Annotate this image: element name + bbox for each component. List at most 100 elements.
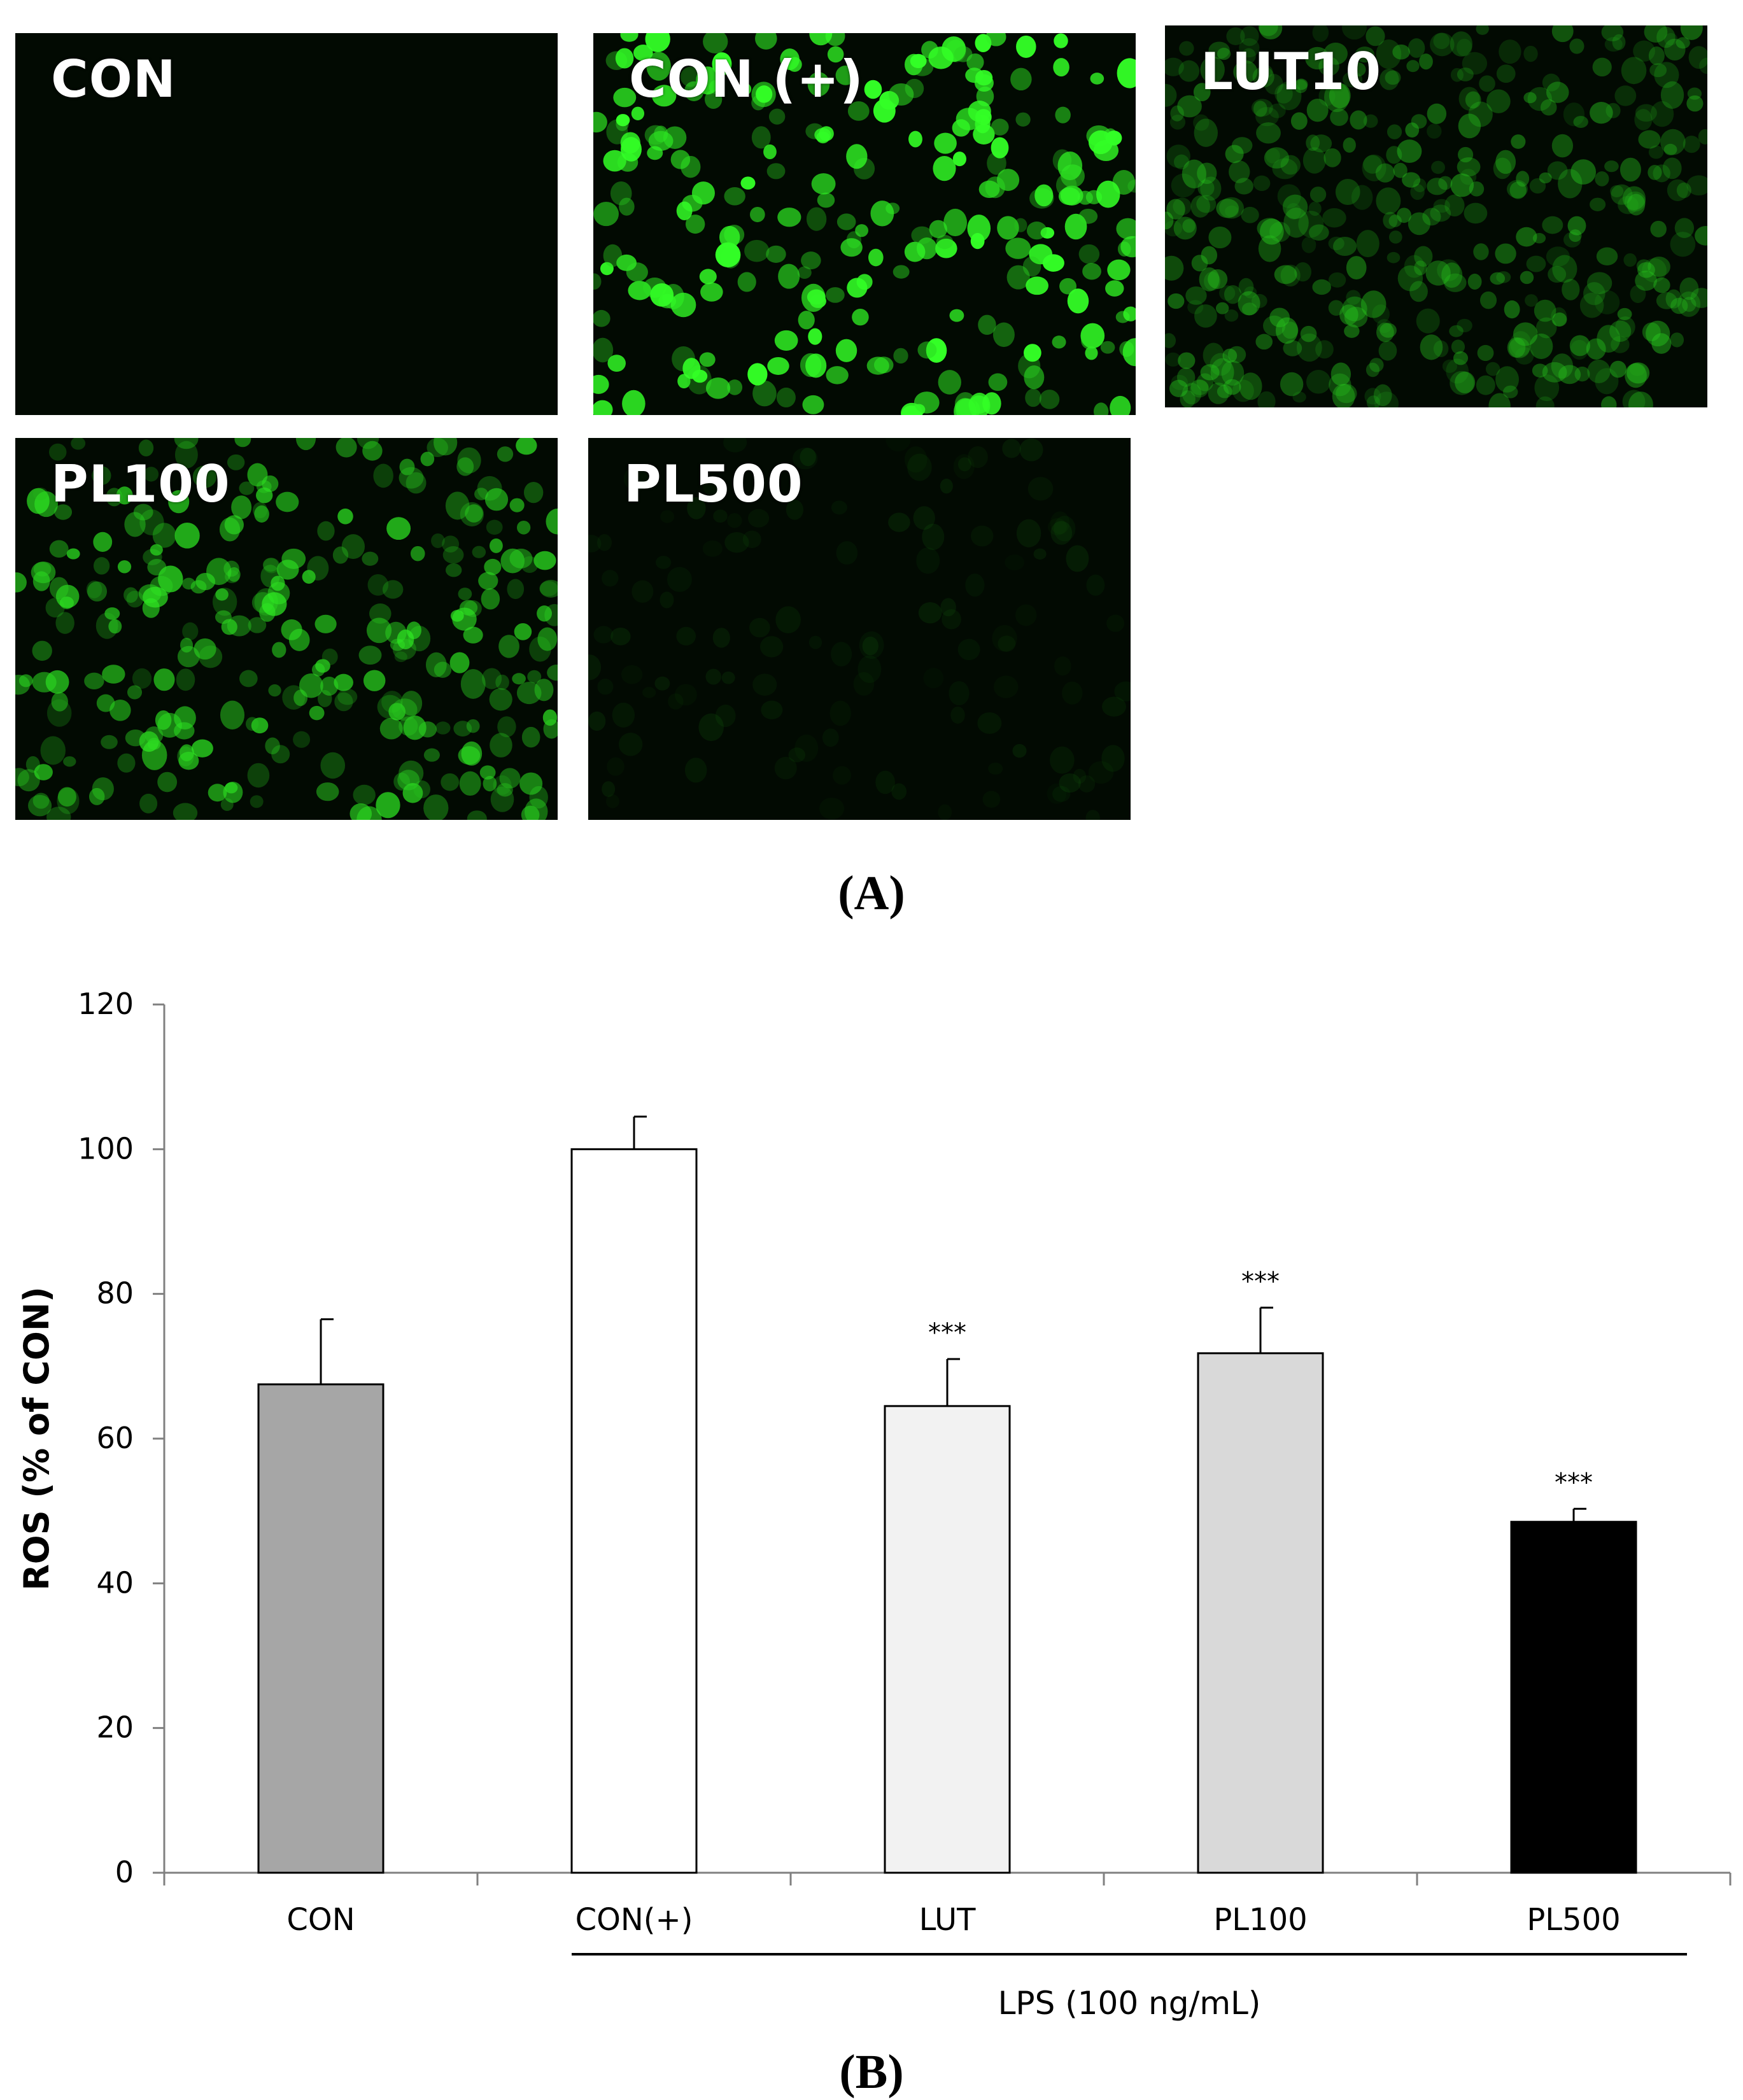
cell-spot (632, 580, 654, 603)
cell-spot (1527, 87, 1553, 111)
bar-pl500 (1510, 1521, 1637, 1874)
cell-spot (1569, 335, 1590, 356)
cell-spot (934, 132, 957, 154)
cell-spot (373, 463, 393, 488)
cell-spot (645, 33, 670, 52)
cell-spot (49, 540, 69, 558)
cell-spot (1057, 152, 1083, 181)
cell-spot (382, 580, 404, 599)
cell-spot (1636, 259, 1651, 273)
cell-spot (615, 48, 634, 69)
cell-spot (1516, 171, 1530, 187)
cell-spot (619, 197, 635, 216)
cell-spot (888, 83, 914, 106)
cell-spot (386, 517, 411, 540)
cell-spot (1223, 379, 1241, 395)
cell-spot (321, 648, 338, 666)
cell-spot (1016, 519, 1041, 547)
cell-spot (394, 651, 407, 663)
bar-lut (884, 1405, 1011, 1874)
cell-spot (938, 804, 952, 820)
cell-spot (1385, 70, 1401, 85)
cell-spot (588, 654, 602, 680)
cell-spot (1376, 187, 1401, 215)
cell-spot (991, 118, 1009, 136)
cell-spot (1059, 278, 1076, 295)
cell-spot (353, 784, 376, 805)
cell-spot (1029, 244, 1053, 265)
cell-spot (1679, 277, 1699, 300)
cell-spot (1241, 206, 1259, 223)
image-panel-pl100: PL100 (15, 438, 558, 820)
cell-spot (1166, 199, 1185, 220)
cell-spot (1238, 291, 1260, 316)
cell-spot (1067, 288, 1089, 314)
cell-spot (1323, 82, 1350, 113)
cell-spot (1258, 64, 1273, 79)
cell-spot (1280, 264, 1301, 287)
cell-spot (1088, 761, 1114, 784)
cell-spot (1493, 157, 1512, 180)
cell-spot (537, 605, 552, 622)
cell-spot (48, 443, 67, 461)
cell-spot (800, 447, 816, 467)
cell-spot (1383, 211, 1398, 229)
cell-spot (1609, 320, 1632, 342)
cell-spot (952, 152, 966, 167)
cell-spot (1648, 257, 1670, 277)
cell-spot (1221, 360, 1245, 386)
cell-spot (1594, 290, 1620, 314)
cell-spot (1059, 773, 1081, 793)
cell-spot (1405, 122, 1420, 138)
cell-spot (519, 772, 543, 795)
cell-spot (1635, 104, 1657, 122)
cell-spot (670, 150, 691, 169)
cell-spot (108, 619, 122, 634)
cell-spot (1355, 46, 1375, 63)
cell-spot (1182, 383, 1202, 405)
cell-spot (32, 672, 57, 693)
cell-spot (542, 709, 558, 726)
cell-spot (1276, 81, 1302, 111)
cell-spot (190, 580, 207, 594)
cell-spot (1002, 439, 1021, 458)
cell-spot (831, 642, 852, 666)
cell-spot (420, 451, 435, 467)
cell-spot (616, 114, 630, 127)
cell-spot (481, 588, 500, 610)
cell-spot (363, 670, 386, 691)
cell-spot (1569, 38, 1584, 54)
cell-spot (727, 379, 743, 395)
cell-spot (674, 684, 697, 706)
cell-spot (1503, 385, 1518, 398)
cell-spot (788, 747, 806, 763)
cell-spot (738, 83, 752, 95)
cell-spot (1592, 57, 1612, 77)
cell-spot (808, 328, 822, 345)
cell-spot (1034, 184, 1054, 207)
cell-spot (1380, 68, 1399, 90)
cell-spot (1416, 308, 1440, 334)
cell-spot (1283, 340, 1302, 356)
cell-spot (507, 579, 525, 600)
cell-spot (1210, 358, 1234, 386)
cell-spot (379, 717, 403, 740)
cell-spot (1433, 340, 1449, 358)
x-tick-label: LUT (919, 1902, 976, 1938)
cell-spot (317, 690, 332, 707)
cell-spot (997, 216, 1019, 240)
cell-spot (271, 575, 285, 591)
cell-spot (272, 642, 286, 658)
cell-spot (1622, 390, 1646, 407)
significance-marker: *** (1555, 1468, 1593, 1497)
cell-spot (1306, 99, 1329, 122)
cell-spot (1378, 341, 1397, 361)
cell-spot (499, 768, 521, 789)
cell-spot (192, 465, 217, 488)
ros-bar-chart: 0 20 40 60 80 100 120 ROS (% of CON) CON CON(+) LU… (17, 987, 1732, 2022)
cell-spot (1173, 216, 1197, 240)
cell-spot (1651, 333, 1672, 354)
cell-spot (1330, 108, 1348, 126)
cell-spot (831, 500, 847, 515)
cell-spot (751, 126, 771, 149)
